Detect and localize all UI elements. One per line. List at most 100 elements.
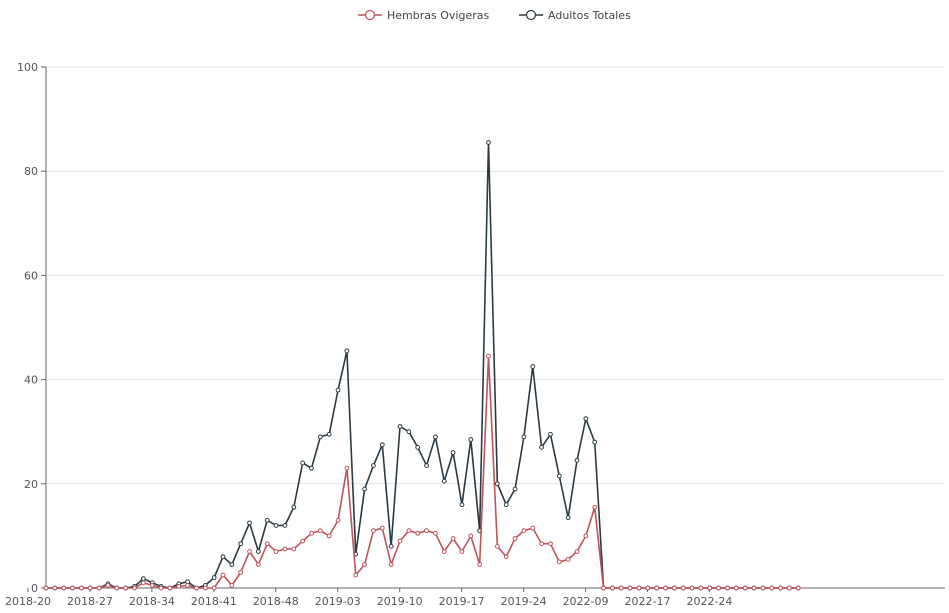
x-tick-label: 2018-34	[129, 595, 175, 608]
data-point	[574, 457, 580, 463]
y-tick-label: 20	[24, 478, 38, 491]
data-point	[583, 416, 589, 422]
data-point	[371, 463, 376, 468]
data-point	[787, 585, 792, 591]
data-point	[158, 585, 164, 591]
y-tick-label: 60	[24, 269, 38, 282]
data-point	[220, 572, 226, 578]
data-point	[795, 585, 801, 591]
data-point	[70, 585, 75, 591]
data-point	[238, 569, 244, 575]
data-point	[247, 520, 252, 526]
data-point	[264, 517, 270, 523]
data-point	[114, 585, 120, 591]
data-point	[627, 585, 633, 591]
data-point	[406, 429, 412, 435]
data-point	[185, 582, 191, 588]
data-point	[503, 554, 509, 560]
legend-item[interactable]: Hembras Ovigeras	[358, 9, 489, 22]
y-tick-label: 100	[17, 61, 38, 74]
data-point	[654, 585, 660, 591]
axes: 0 20 40 60 80 100 2018-20 2018-27 2018-34 2018-41…	[5, 61, 945, 608]
data-point	[450, 536, 456, 541]
data-point	[760, 585, 766, 591]
data-point	[415, 530, 421, 536]
x-tick-label: 2018-48	[253, 595, 299, 608]
data-point	[43, 585, 49, 591]
x-tick-label: 2018-20	[5, 595, 51, 608]
data-point	[433, 434, 438, 440]
data-point	[565, 556, 571, 562]
data-point	[229, 582, 235, 588]
data-point	[388, 562, 394, 567]
data-point	[716, 585, 721, 591]
data-point	[256, 562, 261, 567]
data-point	[548, 431, 553, 437]
data-point	[433, 530, 438, 536]
data-point	[167, 585, 173, 591]
legend-item[interactable]: Adultos Totales	[519, 9, 631, 22]
data-point	[574, 549, 580, 554]
data-point	[610, 585, 615, 591]
data-point	[247, 549, 252, 554]
data-point	[406, 528, 412, 534]
data-point	[291, 504, 297, 510]
data-point	[503, 502, 509, 508]
data-point	[362, 562, 368, 567]
data-point	[592, 504, 598, 510]
data-point	[132, 585, 137, 591]
data-point	[477, 562, 483, 567]
legend[interactable]: Hembras Ovigeras Adultos Totales	[358, 9, 631, 22]
data-point	[87, 585, 93, 591]
data-point	[583, 533, 589, 539]
x-tick-label: 2022-09	[563, 595, 609, 608]
data-point	[371, 528, 376, 534]
data-point	[202, 585, 208, 591]
x-tick-label: 2022-17	[625, 595, 671, 608]
data-point	[486, 140, 491, 145]
data-point	[521, 528, 527, 534]
data-point	[96, 585, 102, 591]
data-point	[326, 431, 332, 437]
data-point	[539, 541, 544, 547]
data-point	[468, 533, 474, 539]
data-point	[309, 465, 314, 471]
data-point	[778, 585, 783, 591]
data-point	[379, 525, 385, 531]
data-point	[494, 543, 500, 549]
data-point	[742, 585, 748, 591]
data-point	[273, 523, 279, 528]
y-tick-label: 0	[31, 582, 38, 595]
data-point	[388, 543, 394, 549]
data-point	[344, 348, 350, 354]
data-point	[450, 450, 456, 455]
data-point	[220, 554, 226, 560]
data-point	[725, 585, 730, 591]
data-point	[512, 486, 518, 492]
x-tick-label: 2018-27	[67, 595, 113, 608]
data-point	[530, 525, 536, 531]
data-point	[645, 585, 651, 591]
data-point	[256, 549, 261, 554]
data-point	[556, 473, 562, 479]
data-point	[140, 576, 146, 582]
data-point	[424, 528, 429, 534]
data-point	[326, 533, 332, 539]
data-point	[494, 481, 500, 487]
data-point	[282, 523, 288, 528]
y-tick-label: 40	[24, 374, 38, 387]
data-point	[229, 562, 235, 567]
data-point	[194, 585, 199, 591]
data-point	[176, 584, 182, 589]
data-point	[211, 575, 217, 580]
data-point	[79, 585, 84, 591]
data-point	[663, 585, 668, 591]
legend-marker-icon	[364, 9, 376, 21]
x-tick-label: 2018-41	[191, 595, 237, 608]
data-point	[52, 585, 58, 591]
data-point	[211, 585, 217, 591]
data-point	[751, 585, 757, 591]
data-point	[317, 528, 323, 534]
